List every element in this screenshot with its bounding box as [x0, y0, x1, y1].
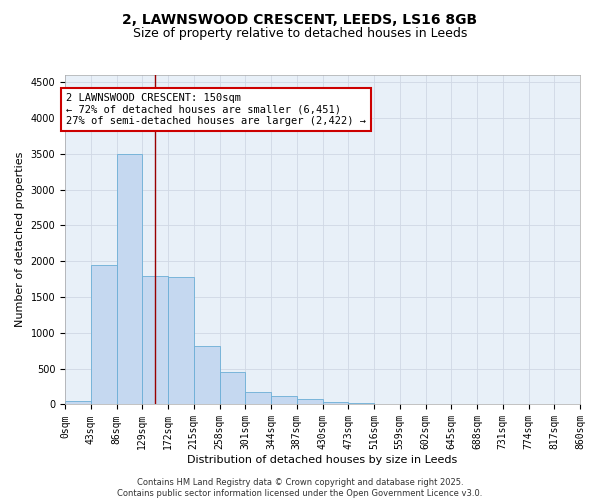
- Text: Size of property relative to detached houses in Leeds: Size of property relative to detached ho…: [133, 28, 467, 40]
- Text: 2, LAWNSWOOD CRESCENT, LEEDS, LS16 8GB: 2, LAWNSWOOD CRESCENT, LEEDS, LS16 8GB: [122, 12, 478, 26]
- Bar: [348, 403, 374, 404]
- Text: Contains HM Land Registry data © Crown copyright and database right 2025.
Contai: Contains HM Land Registry data © Crown c…: [118, 478, 482, 498]
- Text: 2 LAWNSWOOD CRESCENT: 150sqm
← 72% of detached houses are smaller (6,451)
27% of: 2 LAWNSWOOD CRESCENT: 150sqm ← 72% of de…: [66, 93, 366, 126]
- Bar: [245, 392, 271, 404]
- Bar: [168, 277, 194, 404]
- Bar: [116, 154, 142, 405]
- Bar: [65, 401, 91, 404]
- Bar: [142, 276, 168, 404]
- Bar: [91, 265, 116, 404]
- Bar: [271, 396, 297, 404]
- X-axis label: Distribution of detached houses by size in Leeds: Distribution of detached houses by size …: [187, 455, 458, 465]
- Bar: [323, 402, 348, 404]
- Y-axis label: Number of detached properties: Number of detached properties: [15, 152, 25, 328]
- Bar: [220, 372, 245, 404]
- Bar: [297, 398, 323, 404]
- Bar: [194, 346, 220, 405]
